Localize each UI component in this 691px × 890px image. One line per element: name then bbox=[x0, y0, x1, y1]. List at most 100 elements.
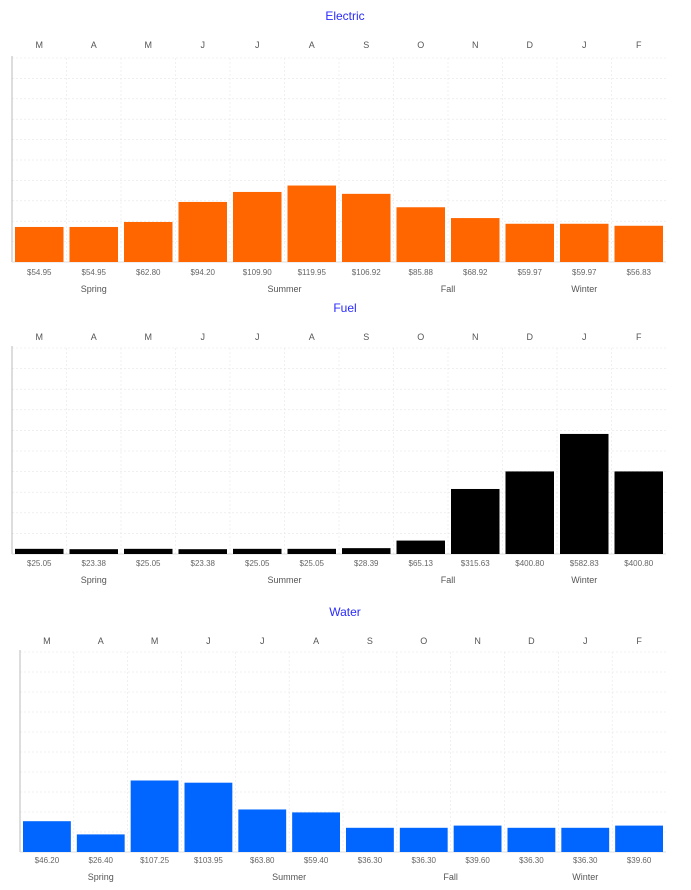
electric-month-label: N bbox=[472, 40, 479, 50]
fuel-month-label: J bbox=[201, 332, 206, 342]
water-month-label: M bbox=[43, 636, 51, 646]
electric-month-label: S bbox=[363, 40, 369, 50]
water-season-label: Spring bbox=[88, 872, 114, 882]
electric-bar-1 bbox=[69, 226, 118, 262]
electric-month-label: D bbox=[527, 40, 534, 50]
water-month-label: M bbox=[151, 636, 159, 646]
fuel-value-label: $25.05 bbox=[27, 559, 52, 568]
fuel-chart-title: Fuel bbox=[333, 301, 356, 315]
water-value-label: $59.40 bbox=[304, 856, 329, 865]
fuel-value-label: $25.05 bbox=[300, 559, 325, 568]
fuel-season-label: Summer bbox=[267, 575, 301, 585]
electric-value-label: $109.90 bbox=[243, 268, 272, 277]
fuel-month-label: M bbox=[36, 332, 44, 342]
electric-bar-8 bbox=[451, 218, 500, 262]
fuel-season-label: Winter bbox=[571, 575, 597, 585]
electric-month-label: A bbox=[309, 40, 315, 50]
water-bar-8 bbox=[453, 825, 502, 852]
water-chart: Water M $46.20 A $26.40 M $107.25 J $103.95 J $63.… bbox=[19, 605, 666, 882]
water-bar-5 bbox=[292, 812, 340, 852]
electric-value-label: $68.92 bbox=[463, 268, 488, 277]
electric-bar-4 bbox=[233, 191, 282, 262]
fuel-bar-8 bbox=[451, 488, 500, 554]
fuel-month-label: M bbox=[145, 332, 153, 342]
fuel-month-label: O bbox=[417, 332, 424, 342]
fuel-value-label: $25.05 bbox=[136, 559, 161, 568]
fuel-bar-3 bbox=[178, 549, 227, 554]
water-value-label: $103.95 bbox=[194, 856, 223, 865]
fuel-month-label: S bbox=[363, 332, 369, 342]
fuel-value-label: $23.38 bbox=[191, 559, 216, 568]
electric-value-label: $85.88 bbox=[409, 268, 434, 277]
electric-value-label: $59.97 bbox=[518, 268, 543, 277]
fuel-bar-5 bbox=[287, 548, 336, 554]
electric-value-label: $106.92 bbox=[352, 268, 381, 277]
electric-value-label: $59.97 bbox=[572, 268, 597, 277]
water-bar-2 bbox=[130, 780, 179, 852]
electric-month-label: J bbox=[201, 40, 206, 50]
water-value-label: $36.30 bbox=[358, 856, 383, 865]
electric-season-label: Winter bbox=[571, 284, 597, 294]
fuel-month-label: D bbox=[527, 332, 534, 342]
fuel-month-label: F bbox=[636, 332, 642, 342]
electric-bar-6 bbox=[342, 193, 391, 262]
fuel-value-label: $25.05 bbox=[245, 559, 270, 568]
water-season-label: Fall bbox=[443, 872, 458, 882]
water-value-label: $107.25 bbox=[140, 856, 169, 865]
fuel-season-label: Spring bbox=[81, 575, 107, 585]
water-season-label: Winter bbox=[572, 872, 598, 882]
electric-chart: Electric M $54.95 A $54.95 M $62.80 J $94.20 J $10… bbox=[11, 9, 666, 294]
water-value-label: $46.20 bbox=[35, 856, 60, 865]
electric-value-label: $54.95 bbox=[82, 268, 107, 277]
fuel-bar-7 bbox=[396, 540, 445, 554]
water-month-label: O bbox=[420, 636, 427, 646]
electric-month-label: O bbox=[417, 40, 424, 50]
electric-season-label: Fall bbox=[441, 284, 456, 294]
fuel-bar-11 bbox=[614, 471, 663, 554]
water-bar-9 bbox=[507, 827, 556, 852]
fuel-value-label: $65.13 bbox=[409, 559, 434, 568]
water-month-label: F bbox=[636, 636, 642, 646]
water-value-label: $39.60 bbox=[465, 856, 490, 865]
electric-value-label: $94.20 bbox=[191, 268, 216, 277]
fuel-month-label: J bbox=[582, 332, 587, 342]
electric-bar-10 bbox=[560, 223, 609, 262]
water-value-label: $36.30 bbox=[519, 856, 544, 865]
water-bar-3 bbox=[184, 782, 233, 852]
water-month-label: A bbox=[98, 636, 104, 646]
fuel-value-label: $400.80 bbox=[624, 559, 653, 568]
electric-value-label: $119.95 bbox=[298, 268, 327, 277]
electric-value-label: $56.83 bbox=[627, 268, 652, 277]
water-bar-6 bbox=[346, 827, 394, 852]
electric-month-label: J bbox=[582, 40, 587, 50]
fuel-bar-4 bbox=[233, 548, 282, 554]
fuel-bar-10 bbox=[560, 433, 609, 554]
water-bar-4 bbox=[238, 809, 287, 852]
electric-bar-5 bbox=[287, 185, 336, 262]
water-bar-7 bbox=[399, 827, 448, 852]
water-month-label: S bbox=[367, 636, 373, 646]
fuel-bar-0 bbox=[15, 548, 64, 554]
electric-bar-2 bbox=[124, 221, 173, 262]
fuel-value-label: $28.39 bbox=[354, 559, 379, 568]
electric-chart-title: Electric bbox=[325, 9, 364, 23]
water-bar-10 bbox=[561, 827, 610, 852]
fuel-bar-6 bbox=[342, 548, 391, 554]
electric-value-label: $62.80 bbox=[136, 268, 161, 277]
water-bar-11 bbox=[615, 825, 663, 852]
water-value-label: $39.60 bbox=[627, 856, 652, 865]
fuel-month-label: N bbox=[472, 332, 479, 342]
electric-bar-3 bbox=[178, 201, 227, 262]
water-bar-1 bbox=[76, 834, 125, 852]
fuel-month-label: J bbox=[255, 332, 260, 342]
fuel-bar-9 bbox=[505, 471, 554, 554]
water-season-label: Summer bbox=[272, 872, 306, 882]
electric-month-label: M bbox=[145, 40, 153, 50]
electric-month-label: F bbox=[636, 40, 642, 50]
electric-bar-7 bbox=[396, 207, 445, 262]
fuel-bar-2 bbox=[124, 548, 173, 554]
water-month-label: J bbox=[206, 636, 211, 646]
electric-season-label: Summer bbox=[267, 284, 301, 294]
water-value-label: $36.30 bbox=[412, 856, 437, 865]
electric-value-label: $54.95 bbox=[27, 268, 52, 277]
